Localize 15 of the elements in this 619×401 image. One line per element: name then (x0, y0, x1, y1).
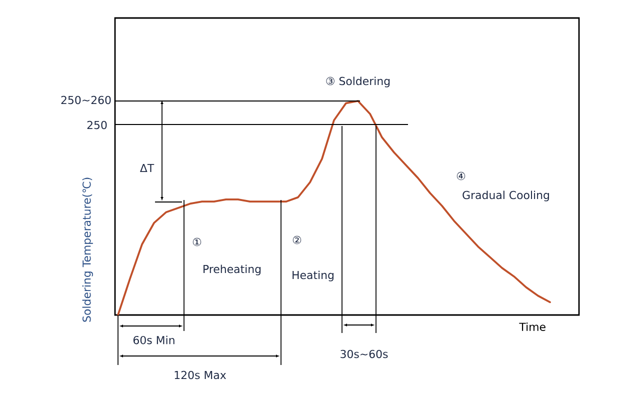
x-axis-title: Time (519, 322, 546, 331)
annotation: Preheating (204, 264, 261, 276)
text: 250~260 (61, 96, 111, 104)
annotation: Gradual Cooling (462, 190, 549, 202)
text: ③ Soldering (326, 76, 390, 88)
text: 60s Min (133, 336, 174, 344)
y-axis-title: Soldering Temperature(℃) (82, 178, 93, 322)
text: 30s~60s (340, 350, 388, 358)
annotation: Heating (292, 270, 334, 282)
text: 250 (87, 120, 107, 130)
annotation: ① (192, 238, 202, 246)
text: 120s Max (174, 370, 226, 380)
annotation: ④ (456, 172, 466, 180)
annotation: ② (292, 236, 302, 244)
annotation: ΔT (140, 164, 154, 172)
